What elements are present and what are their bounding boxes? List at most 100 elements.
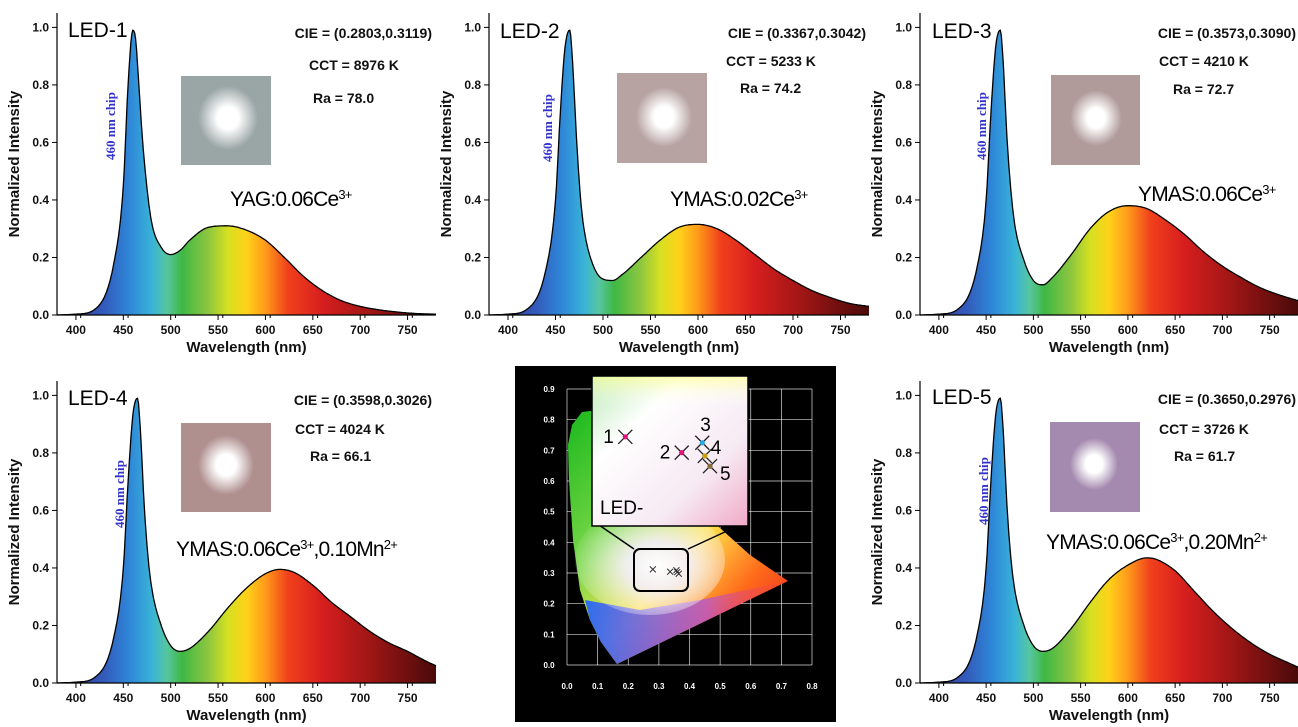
y-tick-label: 1.0 — [895, 388, 912, 402]
phosphor-main: YAG:0.06Ce — [230, 188, 338, 211]
x-tick-label: 650 — [303, 323, 323, 337]
phosphor-sup: 3+ — [300, 537, 313, 552]
cie-inset-label-5: 5 — [720, 464, 731, 485]
chip-label: 460 nm chip — [540, 94, 555, 162]
y-axis-label: Normalized Intensity — [869, 458, 886, 605]
cie-point-markers — [649, 565, 683, 578]
cie-inset-dot-4 — [702, 453, 708, 459]
cie-x-tick-label: 0.3 — [653, 682, 665, 691]
cie-y-tick-label: 0.0 — [543, 661, 555, 670]
y-tick-label: 0.6 — [32, 503, 49, 517]
spectrum-line — [57, 29, 436, 316]
x-tick-label: 500 — [161, 691, 181, 705]
cie-x-tick-label: 0.1 — [592, 682, 604, 691]
phosphor-main: YMAS:0.06Ce — [176, 538, 300, 561]
cie-inset-label-3: 3 — [700, 415, 711, 436]
cie-inset-label-2: 2 — [660, 443, 671, 464]
y-tick-label: 1.0 — [32, 20, 49, 34]
cie-inset-dot-5 — [707, 463, 713, 469]
x-tick-label: 550 — [1071, 691, 1091, 705]
phosphor-sup2: 2+ — [1254, 530, 1267, 545]
axes: 400 450 500 550 600 650 700 750 0.0 0.2 0.4 0.6 0.8 1… — [6, 13, 436, 356]
axes: 400 450 500 550 600 650 700 750 0.0 0.2 0.4 0.6 0.8 1… — [6, 381, 436, 724]
phosphor-sup: 3+ — [794, 187, 807, 202]
cie-x-tick-label: 0.8 — [806, 682, 818, 691]
cie-point-2 — [666, 568, 674, 576]
x-tick-label: 700 — [350, 323, 370, 337]
ra-value: Ra = 78.0 — [313, 90, 374, 106]
cie-x-tick-label: 0.4 — [684, 682, 696, 691]
phosphor-sup2: 2+ — [384, 537, 397, 552]
y-axis-label: Normalized Intensity — [6, 90, 23, 237]
ra-value: Ra = 66.1 — [310, 448, 371, 464]
chip-label: 460 nm chip — [112, 460, 127, 528]
y-tick-label: 0.0 — [32, 676, 49, 690]
spectrum-line — [920, 397, 1298, 684]
photo-led5 — [1050, 422, 1140, 512]
cie-value: CIE = (0.2803,0.3119) — [295, 25, 432, 41]
spectrum-curve — [920, 29, 1298, 316]
phosphor-label: YMAS:0.06Ce3+,0.10Mn2+ — [176, 537, 397, 562]
phosphor-label: YMAS:0.06Ce3+ — [1138, 182, 1276, 207]
x-tick-label: 450 — [113, 691, 133, 705]
x-tick-label: 450 — [976, 691, 996, 705]
x-tick-label: 650 — [735, 323, 755, 337]
x-axis-label: Wavelength (nm) — [619, 339, 739, 356]
chip-label: 460 nm chip — [976, 457, 991, 525]
y-tick-label: 0.0 — [464, 308, 481, 322]
photo-led1 — [181, 76, 271, 165]
cie-tick-labels: 0.0 0.1 0.2 0.3 0.4 0.5 0.6 0.7 0.8 0.0 0.1 0.2 0.3 0… — [543, 385, 818, 691]
cct-value: CCT = 4024 K — [295, 421, 385, 437]
cie-y-tick-label: 0.3 — [543, 569, 555, 578]
phosphor-mid: ,0.10Mn — [314, 538, 384, 561]
cie-value: CIE = (0.3598,0.3026) — [294, 392, 432, 408]
ra-value: Ra = 74.2 — [740, 80, 801, 96]
cie-y-tick-label: 0.8 — [543, 416, 555, 425]
x-tick-label: 750 — [830, 323, 850, 337]
spectrum-panel-led4: 400 450 500 550 600 650 700 750 0.0 0.2 0.4 0.6 0.8 1… — [6, 381, 437, 724]
cie-inset-dot-1 — [622, 434, 628, 440]
y-tick-label: 0.2 — [895, 250, 912, 264]
y-tick-label: 0.2 — [32, 618, 49, 632]
cct-value: CCT = 5233 K — [726, 53, 816, 69]
photo-led3 — [1051, 75, 1140, 165]
y-axis-label: Normalized Intensity — [869, 90, 886, 237]
spectrum-line — [920, 29, 1298, 316]
cie-point-1 — [649, 565, 657, 573]
x-tick-label: 600 — [688, 323, 708, 337]
y-tick-label: 1.0 — [464, 20, 481, 34]
cct-value: CCT = 4210 K — [1159, 53, 1249, 69]
x-tick-label: 750 — [398, 323, 418, 337]
cie-inset-label-1: 1 — [603, 427, 614, 448]
x-tick-label: 700 — [1212, 323, 1232, 337]
cie-y-tick-label: 0.6 — [543, 477, 555, 486]
photo-glow — [1070, 90, 1122, 146]
y-tick-label: 0.4 — [895, 561, 912, 575]
chip-label: 460 nm chip — [974, 92, 989, 160]
panel-title: LED-1 — [68, 19, 128, 42]
y-tick-label: 1.0 — [32, 388, 49, 402]
phosphor-sup: 3+ — [1170, 530, 1183, 545]
x-tick-label: 650 — [1165, 323, 1185, 337]
phosphor-sup: 3+ — [1262, 182, 1275, 197]
x-tick-label: 400 — [929, 691, 949, 705]
spectrum-panel-led2: 400 450 500 550 600 650 700 750 0.0 0.2 0.4 0.6 0.8 1… — [438, 13, 870, 356]
panel-title: LED-2 — [500, 20, 560, 43]
cie-inset-dot-2 — [679, 450, 685, 456]
y-tick-label: 0.0 — [895, 308, 912, 322]
chip-label: 460 nm chip — [103, 92, 118, 160]
cie-value: CIE = (0.3650,0.2976) — [1158, 391, 1296, 407]
x-tick-label: 400 — [498, 323, 518, 337]
panel-title: LED-3 — [932, 20, 992, 43]
phosphor-mid: ,0.20Mn — [1184, 531, 1254, 554]
y-tick-label: 0.8 — [32, 78, 49, 92]
spectrum-curve — [57, 29, 436, 316]
y-tick-label: 0.6 — [895, 503, 912, 517]
y-tick-label: 0.6 — [32, 135, 49, 149]
cie-inset-markers: 1 2 34 5 — [603, 415, 730, 485]
x-axis-label: Wavelength (nm) — [186, 339, 306, 356]
cie-locus-blue — [585, 581, 788, 664]
y-tick-label: 0.4 — [32, 561, 49, 575]
cie-y-tick-label: 0.1 — [543, 630, 555, 639]
phosphor-label: YAG:0.06Ce3+ — [230, 187, 352, 212]
